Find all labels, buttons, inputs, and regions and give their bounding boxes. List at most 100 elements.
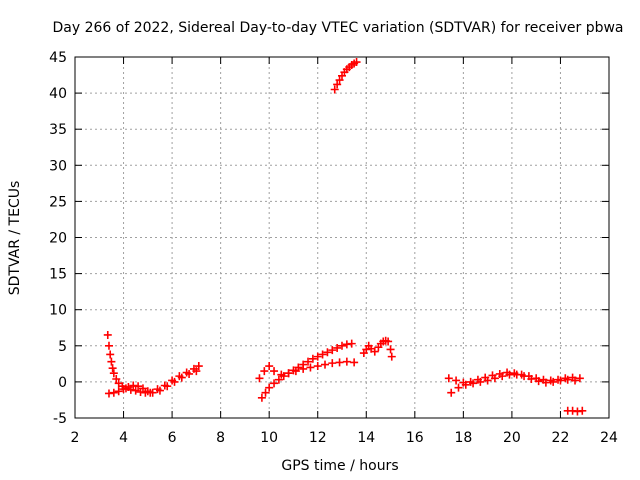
y-tick-label: 35	[49, 122, 67, 138]
series-pbwa-arc9	[563, 406, 587, 416]
data-point-marker	[563, 375, 572, 384]
data-point-marker	[387, 352, 396, 361]
data-point-marker	[109, 388, 118, 397]
data-point-marker	[143, 387, 152, 396]
data-point-marker	[444, 374, 453, 383]
y-tick-label: 40	[49, 86, 67, 102]
data-point-marker	[330, 85, 339, 94]
data-point-marker	[313, 362, 322, 371]
data-point-marker	[386, 345, 395, 354]
x-tick-label: 22	[552, 430, 570, 446]
y-tick-label: 20	[49, 231, 67, 247]
y-axis-ticks: -5 0 5 10 15 20 25 30 35 40 45	[49, 50, 609, 427]
data-point-marker	[170, 377, 179, 386]
data-point-marker	[527, 375, 536, 384]
data-point-marker	[107, 357, 116, 366]
x-tick-label: 2	[71, 430, 80, 446]
chart-title: Day 266 of 2022, Sidereal Day-to-day VTE…	[52, 20, 623, 36]
data-point-marker	[134, 382, 143, 391]
data-point-marker	[476, 377, 485, 386]
data-point-marker	[575, 374, 584, 383]
data-point-marker	[194, 362, 203, 371]
data-point-marker	[274, 375, 283, 384]
data-point-marker	[541, 378, 550, 387]
data-point-marker	[284, 369, 293, 378]
data-point-marker	[335, 76, 344, 85]
data-point-marker	[277, 370, 286, 379]
x-tick-label: 8	[216, 430, 225, 446]
data-point-marker	[352, 58, 361, 67]
data-point-marker	[124, 382, 133, 391]
data-point-marker	[260, 367, 269, 376]
data-point-marker	[265, 383, 274, 392]
grid	[75, 57, 609, 418]
data-point-marker	[257, 393, 266, 402]
data-point-marker	[454, 383, 463, 392]
data-point-marker	[534, 377, 543, 386]
series-pbwa-arc6	[330, 58, 361, 94]
data-point-marker	[347, 339, 356, 348]
x-tick-label: 6	[168, 430, 177, 446]
x-tick-label: 10	[260, 430, 278, 446]
data-point-marker	[131, 386, 140, 395]
data-point-marker	[148, 388, 157, 397]
data-point-marker	[177, 373, 186, 382]
data-point-marker	[112, 375, 121, 384]
data-point-marker	[321, 360, 330, 369]
data-point-marker	[185, 369, 194, 378]
data-point-marker	[483, 376, 492, 385]
data-point-marker	[384, 337, 393, 346]
data-point-marker	[469, 379, 478, 388]
y-tick-label: 0	[58, 375, 67, 391]
data-point-marker	[498, 372, 507, 381]
data-point-marker	[452, 376, 461, 385]
y-tick-label: 15	[49, 267, 67, 283]
series-pbwa-arc5	[359, 336, 396, 361]
data-point-marker	[103, 330, 112, 339]
data-point-marker	[549, 377, 558, 386]
y-axis-label: SDTVAR / TECUs	[7, 181, 23, 296]
data-point-marker	[328, 359, 337, 368]
data-point-marker	[370, 347, 379, 356]
series-pbwa-arc2	[104, 367, 201, 398]
x-axis-ticks: 2 4 6 8 10 12 14 16 18 20 22 24	[71, 57, 618, 446]
y-tick-label: 5	[58, 339, 67, 355]
data-point-marker	[512, 370, 521, 379]
data-point-marker	[328, 346, 337, 355]
data-point-marker	[255, 374, 264, 383]
y-tick-label: 30	[49, 158, 67, 174]
data-point-marker	[571, 376, 580, 385]
data-point-marker	[192, 367, 201, 376]
data-point-marker	[461, 380, 470, 389]
series-pbwa-arc4	[255, 357, 359, 383]
x-axis-label: GPS time / hours	[281, 458, 398, 474]
data-point-marker	[270, 379, 279, 388]
data-point-marker	[291, 367, 300, 376]
y-tick-label: 45	[49, 50, 67, 66]
data-point-marker	[304, 357, 313, 366]
data-point-marker	[104, 341, 113, 350]
data-point-marker	[270, 367, 279, 376]
data-point-marker	[119, 385, 128, 394]
y-tick-label: -5	[53, 411, 67, 427]
data-point-marker	[333, 80, 342, 89]
data-point-marker	[106, 350, 115, 359]
x-tick-label: 24	[600, 430, 618, 446]
x-tick-label: 20	[503, 430, 521, 446]
data-point-marker	[261, 388, 270, 397]
data-point-marker	[265, 362, 274, 371]
data-point-marker	[350, 358, 359, 367]
data-point-marker	[313, 352, 322, 361]
data-point-marker	[578, 406, 587, 415]
x-tick-label: 12	[309, 430, 327, 446]
x-tick-label: 14	[357, 430, 375, 446]
data-point-marker	[490, 374, 499, 383]
series-pbwa-arc8	[447, 370, 580, 397]
data-points	[103, 58, 587, 416]
x-tick-label: 16	[406, 430, 424, 446]
data-point-marker	[335, 358, 344, 367]
data-point-marker	[505, 370, 514, 379]
data-point-marker	[308, 354, 317, 363]
x-tick-label: 4	[119, 430, 128, 446]
